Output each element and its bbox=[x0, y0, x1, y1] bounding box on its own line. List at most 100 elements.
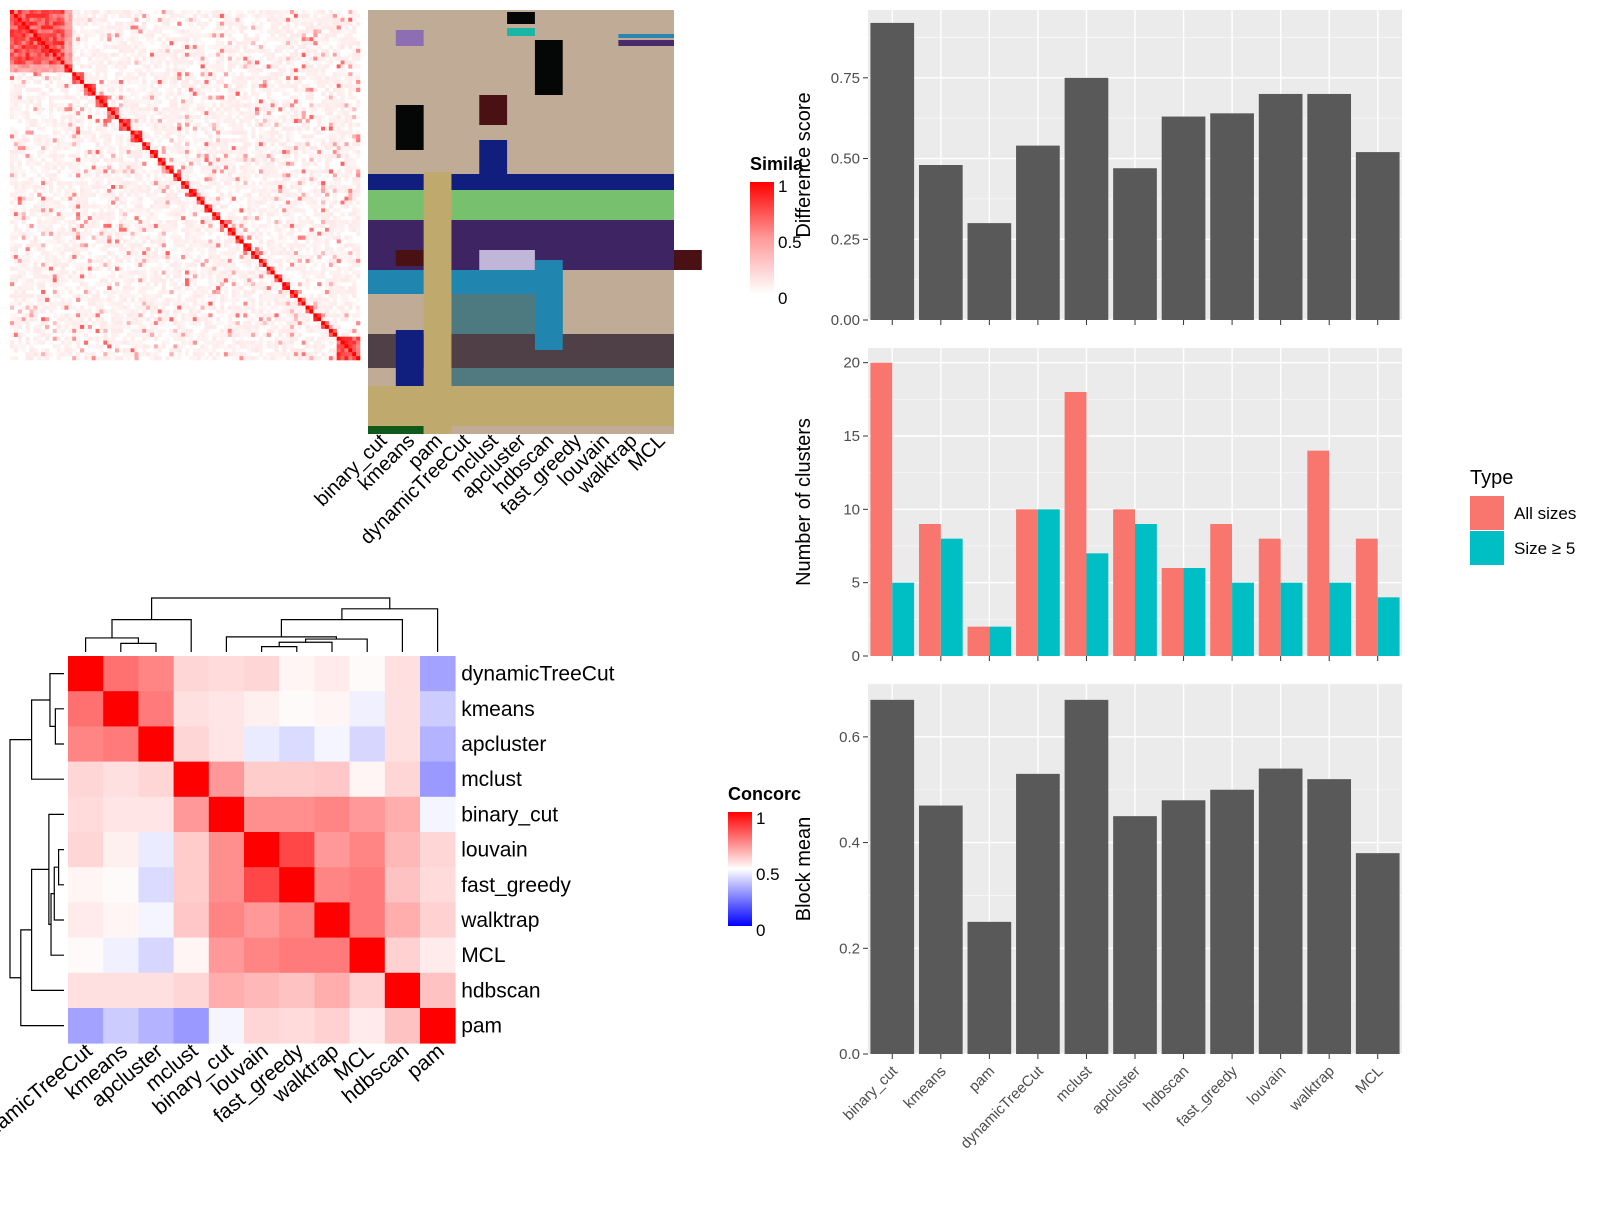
similarity-cell bbox=[297, 266, 302, 271]
similarity-cell bbox=[25, 95, 30, 100]
similarity-cell bbox=[48, 37, 54, 42]
similarity-cell bbox=[270, 181, 275, 186]
similarity-cell bbox=[10, 247, 15, 252]
similarity-cell bbox=[325, 235, 330, 240]
similarity-cell bbox=[262, 293, 267, 299]
similarity-cell bbox=[251, 255, 256, 260]
similarity-cell bbox=[356, 153, 361, 159]
similarity-cell bbox=[258, 181, 264, 186]
similarity-cell bbox=[352, 293, 357, 299]
similarity-cell bbox=[142, 239, 147, 244]
similarity-cell bbox=[352, 146, 357, 151]
similarity-cell bbox=[33, 204, 38, 209]
similarity-cell bbox=[313, 313, 318, 318]
similarity-cell bbox=[332, 290, 337, 295]
similarity-cell bbox=[52, 25, 57, 30]
similarity-cell bbox=[185, 301, 190, 306]
similarity-cell bbox=[29, 99, 34, 104]
similarity-cell bbox=[91, 130, 96, 135]
similarity-cell bbox=[200, 138, 205, 143]
similarity-cell bbox=[286, 165, 291, 170]
similarity-cell bbox=[118, 83, 124, 89]
similarity-cell bbox=[169, 192, 174, 197]
similarity-cell bbox=[99, 173, 104, 178]
similarity-cell bbox=[165, 161, 170, 166]
similarity-cell bbox=[297, 227, 302, 232]
similarity-cell bbox=[48, 68, 54, 73]
similarity-cell bbox=[278, 227, 283, 232]
similarity-cell bbox=[72, 72, 77, 77]
similarity-cell bbox=[142, 293, 147, 299]
similarity-cell bbox=[317, 52, 322, 57]
similarity-cell bbox=[262, 122, 267, 127]
similarity-cell bbox=[286, 177, 291, 182]
similarity-cell bbox=[305, 196, 310, 201]
similarity-cell bbox=[17, 274, 22, 279]
similarity-cell bbox=[309, 99, 314, 104]
similarity-cell bbox=[48, 52, 54, 57]
similarity-cell bbox=[348, 21, 353, 26]
similarity-cell bbox=[173, 115, 178, 120]
similarity-cell bbox=[212, 146, 217, 151]
similarity-cell bbox=[99, 266, 104, 271]
similarity-cell bbox=[216, 68, 221, 73]
similarity-cell bbox=[99, 150, 104, 155]
similarity-cell bbox=[17, 41, 22, 46]
similarity-cell bbox=[25, 286, 30, 291]
similarity-cell bbox=[122, 115, 127, 120]
similarity-cell bbox=[76, 13, 81, 19]
similarity-cell bbox=[118, 212, 124, 217]
similarity-cell bbox=[138, 173, 143, 178]
similarity-cell bbox=[239, 25, 244, 30]
similarity-cell bbox=[130, 45, 135, 50]
similarity-cell bbox=[235, 185, 240, 190]
similarity-cell bbox=[80, 293, 85, 299]
similarity-cell bbox=[122, 204, 127, 209]
similarity-cell bbox=[305, 21, 310, 26]
similarity-cell bbox=[134, 305, 139, 310]
similarity-cell bbox=[76, 134, 81, 139]
similarity-cell bbox=[227, 270, 232, 275]
similarity-cell bbox=[192, 181, 197, 186]
similarity-cell bbox=[216, 188, 221, 194]
similarity-cell bbox=[146, 220, 151, 225]
similarity-cell bbox=[325, 251, 330, 256]
similarity-cell bbox=[115, 309, 120, 314]
similarity-cell bbox=[157, 130, 162, 135]
similarity-cell bbox=[29, 13, 34, 19]
similarity-cell bbox=[231, 111, 236, 116]
similarity-cell bbox=[336, 169, 341, 174]
similarity-cell bbox=[52, 278, 57, 283]
similarity-cell bbox=[332, 87, 337, 92]
similarity-cell bbox=[297, 118, 302, 124]
similarity-cell bbox=[321, 52, 326, 57]
similarity-cell bbox=[309, 37, 314, 42]
similarity-cell bbox=[134, 216, 139, 221]
similarity-cell bbox=[200, 258, 205, 264]
similarity-cell bbox=[161, 227, 166, 232]
similarity-cell bbox=[231, 258, 236, 264]
similarity-cell bbox=[177, 115, 182, 120]
similarity-cell bbox=[56, 317, 61, 322]
similarity-cell bbox=[25, 146, 30, 151]
similarity-cell bbox=[29, 301, 34, 306]
similarity-cell bbox=[325, 134, 330, 139]
similarity-cell bbox=[60, 60, 65, 65]
similarity-cell bbox=[13, 87, 19, 92]
similarity-cell bbox=[25, 262, 30, 267]
similarity-cell bbox=[173, 266, 178, 271]
similarity-cell bbox=[278, 48, 283, 54]
similarity-cell bbox=[336, 247, 341, 252]
similarity-cell bbox=[188, 157, 194, 162]
similarity-cell bbox=[223, 204, 229, 209]
similarity-cell bbox=[107, 274, 112, 279]
similarity-cell bbox=[286, 173, 291, 178]
similarity-cell bbox=[266, 161, 271, 166]
similarity-cell bbox=[216, 37, 221, 42]
similarity-cell bbox=[146, 91, 151, 96]
similarity-cell bbox=[231, 138, 236, 143]
similarity-cell bbox=[212, 45, 217, 50]
similarity-cell bbox=[321, 204, 326, 209]
similarity-cell bbox=[313, 10, 318, 15]
similarity-cell bbox=[126, 282, 131, 287]
